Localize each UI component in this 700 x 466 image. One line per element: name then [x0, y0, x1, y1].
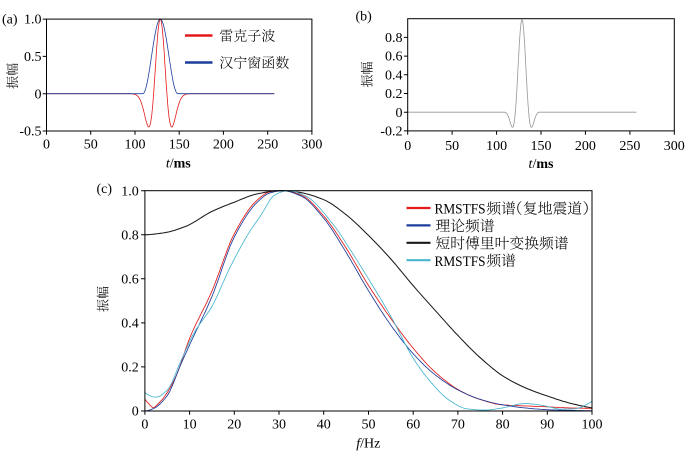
- svg-text:300: 300: [301, 138, 322, 153]
- svg-text:0.2: 0.2: [385, 87, 403, 102]
- svg-text:60: 60: [406, 417, 420, 432]
- svg-text:100: 100: [125, 138, 146, 153]
- svg-text:-0.2: -0.2: [380, 125, 402, 140]
- svg-text:(a): (a): [2, 12, 18, 27]
- svg-text:50: 50: [445, 139, 459, 154]
- svg-text:(c): (c): [97, 182, 113, 197]
- svg-text:0: 0: [132, 405, 139, 420]
- svg-text:RMSTFS: RMSTFS: [435, 202, 486, 218]
- svg-text:300: 300: [664, 139, 685, 154]
- svg-text:t/ms: t/ms: [166, 157, 191, 172]
- svg-text:0.8: 0.8: [385, 31, 403, 46]
- svg-text:70: 70: [451, 417, 465, 432]
- svg-text:1.0: 1.0: [24, 13, 42, 28]
- svg-text:0.4: 0.4: [385, 68, 403, 83]
- svg-text:0.6: 0.6: [385, 50, 403, 65]
- svg-text:150: 150: [531, 139, 552, 154]
- svg-text:f/Hz: f/Hz: [356, 436, 380, 451]
- svg-text:0.8: 0.8: [121, 228, 139, 243]
- svg-text:50: 50: [84, 138, 98, 153]
- svg-text:0.4: 0.4: [121, 317, 139, 332]
- svg-text:-0.5: -0.5: [19, 125, 41, 140]
- svg-text:50: 50: [362, 417, 376, 432]
- svg-text:150: 150: [169, 138, 190, 153]
- svg-text:40: 40: [317, 417, 331, 432]
- svg-text:100: 100: [582, 417, 603, 432]
- svg-text:(b): (b): [356, 9, 373, 24]
- svg-text:250: 250: [257, 138, 278, 153]
- svg-text:0: 0: [141, 417, 148, 432]
- svg-text:0: 0: [396, 106, 403, 121]
- svg-text:90: 90: [540, 417, 554, 432]
- svg-text:100: 100: [486, 139, 507, 154]
- svg-text:10: 10: [183, 417, 197, 432]
- svg-text:200: 200: [213, 138, 234, 153]
- svg-text:200: 200: [575, 139, 596, 154]
- svg-text:250: 250: [619, 139, 640, 154]
- svg-text:1.0: 1.0: [121, 184, 139, 199]
- svg-text:80: 80: [496, 417, 510, 432]
- svg-text:0: 0: [35, 87, 42, 102]
- svg-text:0.6: 0.6: [121, 272, 139, 287]
- svg-text:0.2: 0.2: [121, 361, 139, 376]
- svg-text:0: 0: [404, 139, 411, 154]
- svg-text:t/ms: t/ms: [529, 157, 554, 172]
- svg-text:RMSTFS: RMSTFS: [435, 254, 486, 270]
- svg-text:0: 0: [43, 138, 50, 153]
- svg-text:20: 20: [227, 417, 241, 432]
- svg-text:0.5: 0.5: [24, 50, 42, 65]
- svg-text:30: 30: [272, 417, 286, 432]
